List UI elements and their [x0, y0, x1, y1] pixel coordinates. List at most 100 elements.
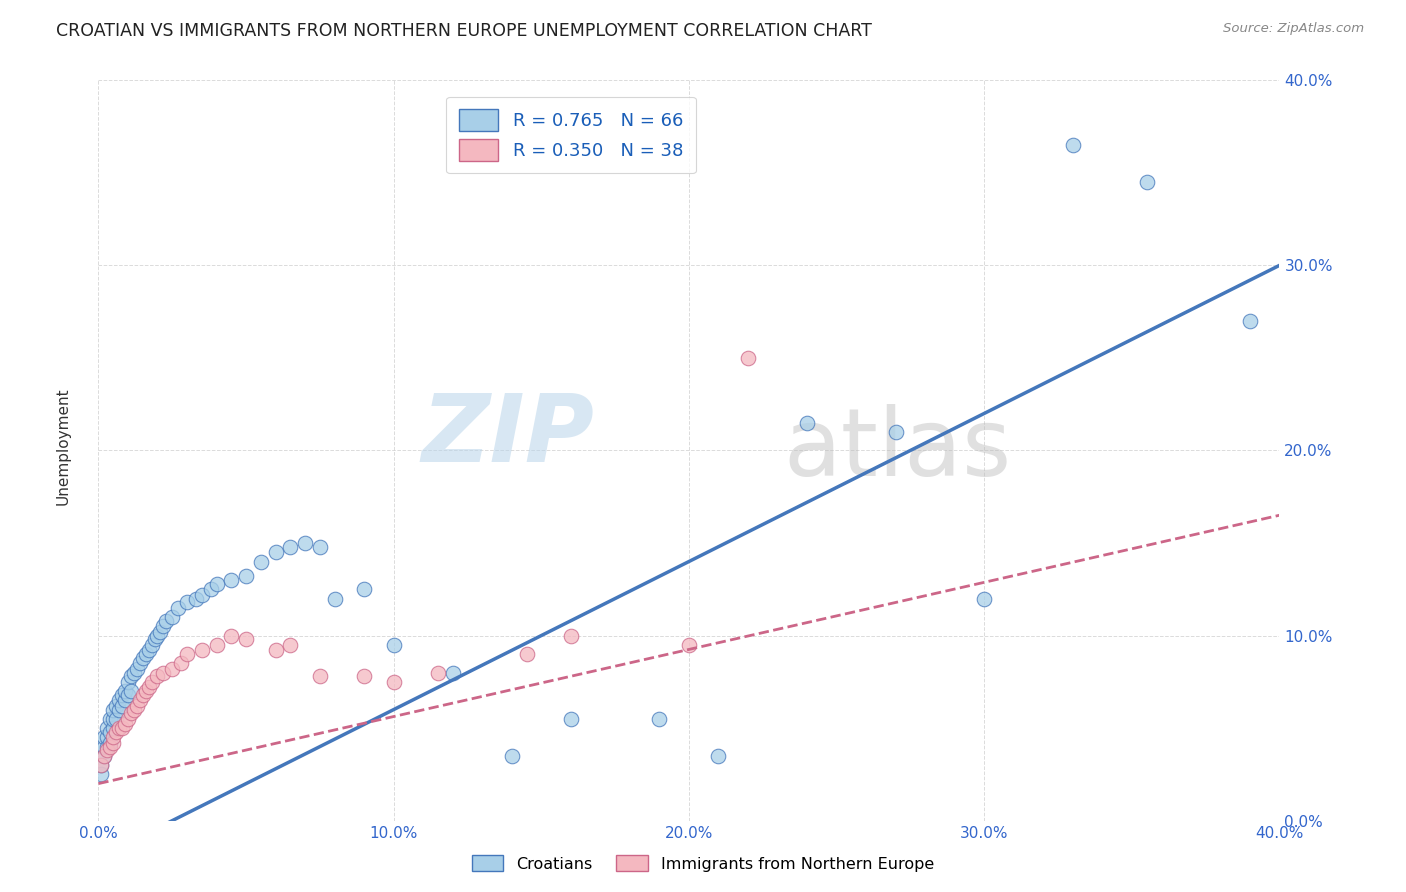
Point — [323, 591, 346, 606]
Point — [973, 591, 995, 606]
Point — [93, 739, 115, 754]
Point — [294, 536, 316, 550]
Point — [111, 721, 134, 735]
Point — [114, 684, 136, 698]
Point — [250, 554, 273, 569]
Point — [105, 712, 128, 726]
Point — [152, 665, 174, 680]
Point — [135, 684, 157, 698]
Point — [678, 638, 700, 652]
Point — [1136, 175, 1159, 189]
Point — [114, 693, 136, 707]
Point — [103, 712, 125, 726]
Point — [111, 698, 134, 713]
Legend: Croatians, Immigrants from Northern Europe: Croatians, Immigrants from Northern Euro… — [464, 847, 942, 880]
Point — [353, 669, 375, 683]
Point — [93, 748, 115, 763]
Point — [90, 767, 112, 781]
Point — [96, 743, 118, 757]
Point — [103, 703, 125, 717]
Point — [501, 748, 523, 763]
Point — [191, 588, 214, 602]
Legend: R = 0.765   N = 66, R = 0.350   N = 38: R = 0.765 N = 66, R = 0.350 N = 38 — [446, 96, 696, 173]
Point — [105, 724, 128, 739]
Point — [128, 693, 150, 707]
Point — [135, 647, 157, 661]
Point — [117, 688, 139, 702]
Text: Source: ZipAtlas.com: Source: ZipAtlas.com — [1223, 22, 1364, 36]
Point — [796, 416, 818, 430]
Point — [280, 540, 302, 554]
Point — [149, 624, 172, 639]
Point — [114, 717, 136, 731]
Point — [103, 736, 125, 750]
Point — [138, 681, 160, 695]
Text: Unemployment: Unemployment — [56, 387, 70, 505]
Point — [162, 610, 183, 624]
Point — [176, 595, 198, 609]
Point — [191, 643, 214, 657]
Point — [264, 643, 287, 657]
Point — [309, 669, 332, 683]
Point — [141, 638, 163, 652]
Point — [280, 638, 302, 652]
Point — [122, 703, 145, 717]
Point — [516, 647, 538, 661]
Text: ZIP: ZIP — [422, 390, 595, 482]
Point — [235, 569, 257, 583]
Point — [235, 632, 257, 647]
Point — [132, 688, 155, 702]
Point — [122, 665, 145, 680]
Point — [93, 748, 115, 763]
Point — [1062, 138, 1084, 153]
Point — [98, 739, 121, 754]
Point — [108, 703, 131, 717]
Point — [155, 614, 177, 628]
Point — [200, 582, 222, 597]
Point — [141, 674, 163, 689]
Point — [128, 657, 150, 671]
Point — [1239, 314, 1261, 328]
Point — [98, 724, 121, 739]
Point — [205, 576, 228, 591]
Point — [117, 712, 139, 726]
Point — [162, 662, 183, 676]
Point — [309, 540, 332, 554]
Point — [427, 665, 450, 680]
Point — [146, 628, 169, 642]
Text: atlas: atlas — [783, 404, 1012, 497]
Point — [138, 643, 160, 657]
Point — [382, 674, 405, 689]
Point — [737, 351, 759, 365]
Point — [117, 674, 139, 689]
Point — [120, 706, 142, 721]
Point — [560, 712, 582, 726]
Point — [221, 628, 243, 642]
Point — [221, 573, 243, 587]
Point — [120, 669, 142, 683]
Point — [648, 712, 671, 726]
Point — [103, 731, 125, 745]
Point — [108, 721, 131, 735]
Point — [125, 698, 148, 713]
Point — [152, 619, 174, 633]
Point — [132, 650, 155, 665]
Point — [120, 684, 142, 698]
Point — [96, 721, 118, 735]
Point — [176, 647, 198, 661]
Point — [205, 638, 228, 652]
Point — [560, 628, 582, 642]
Point — [441, 665, 464, 680]
Point — [96, 731, 118, 745]
Text: CROATIAN VS IMMIGRANTS FROM NORTHERN EUROPE UNEMPLOYMENT CORRELATION CHART: CROATIAN VS IMMIGRANTS FROM NORTHERN EUR… — [56, 22, 872, 40]
Point — [143, 632, 166, 647]
Point — [103, 721, 125, 735]
Point — [146, 669, 169, 683]
Point — [93, 731, 115, 745]
Point — [90, 758, 112, 772]
Point — [125, 662, 148, 676]
Point — [111, 688, 134, 702]
Point — [264, 545, 287, 559]
Point — [96, 739, 118, 754]
Point — [108, 693, 131, 707]
